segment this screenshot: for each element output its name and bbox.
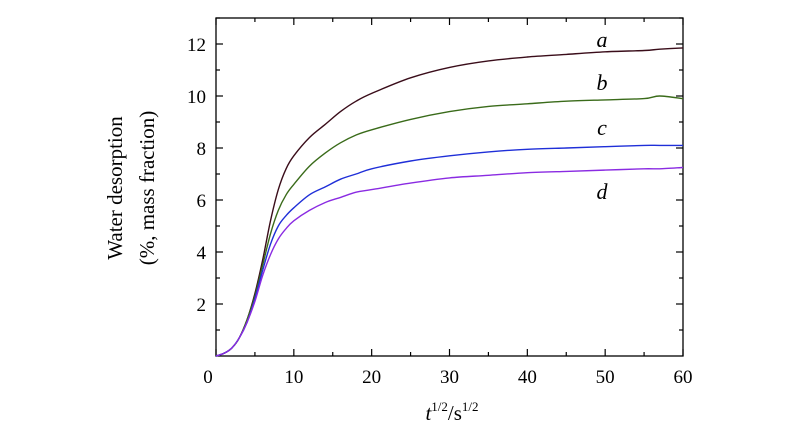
x-tick-label: 50: [596, 367, 615, 388]
series-line-a: [215, 47, 684, 357]
tick-labels: 10 20 30 40 50 60 0 2 4 6 8 10 12: [187, 35, 693, 388]
x-axis-title-slash: /s: [448, 401, 462, 425]
y-axis-title-line2: (%, mass fraction): [135, 111, 159, 266]
x-tick-label: 60: [674, 367, 693, 388]
x-tick-label: 40: [518, 367, 537, 388]
x-tick-label: 10: [284, 367, 303, 388]
plot-frame: [215, 17, 684, 357]
y-axis-title: Water desorption: [103, 116, 127, 260]
y-tick-label: 4: [197, 243, 207, 264]
series-line-d: [215, 166, 684, 357]
series-label-b: b: [597, 70, 608, 95]
y-tick-label: 10: [187, 87, 206, 108]
y-tick-label: 2: [197, 295, 207, 316]
series-line-b: [215, 95, 684, 357]
x-tick-label: 30: [440, 367, 459, 388]
x-axis-title-t: t: [425, 401, 432, 425]
y-tick-label: 12: [187, 35, 206, 56]
axis-ticks: [215, 17, 684, 356]
series-labels: abc d: [597, 27, 609, 204]
y-axis-title-line1: Water desorption: [103, 116, 127, 260]
y-tick-label: 8: [197, 139, 207, 160]
x-axis-title: t1/2/s1/2: [425, 399, 478, 425]
series-line-c: [215, 144, 683, 357]
y-axis-subtitle: (%, mass fraction): [135, 111, 159, 266]
series-label-a: a: [597, 27, 608, 52]
y-tick-label: 6: [197, 191, 207, 212]
series-lines: [215, 47, 684, 357]
x-tick-label: 20: [362, 367, 381, 388]
x-axis-title-sup1: 1/2: [431, 399, 448, 414]
series-label-d: d: [597, 179, 609, 204]
x-axis-title-sup2: 1/2: [462, 399, 479, 414]
origin-label: 0: [203, 367, 213, 388]
series-label-c: c: [597, 115, 607, 140]
